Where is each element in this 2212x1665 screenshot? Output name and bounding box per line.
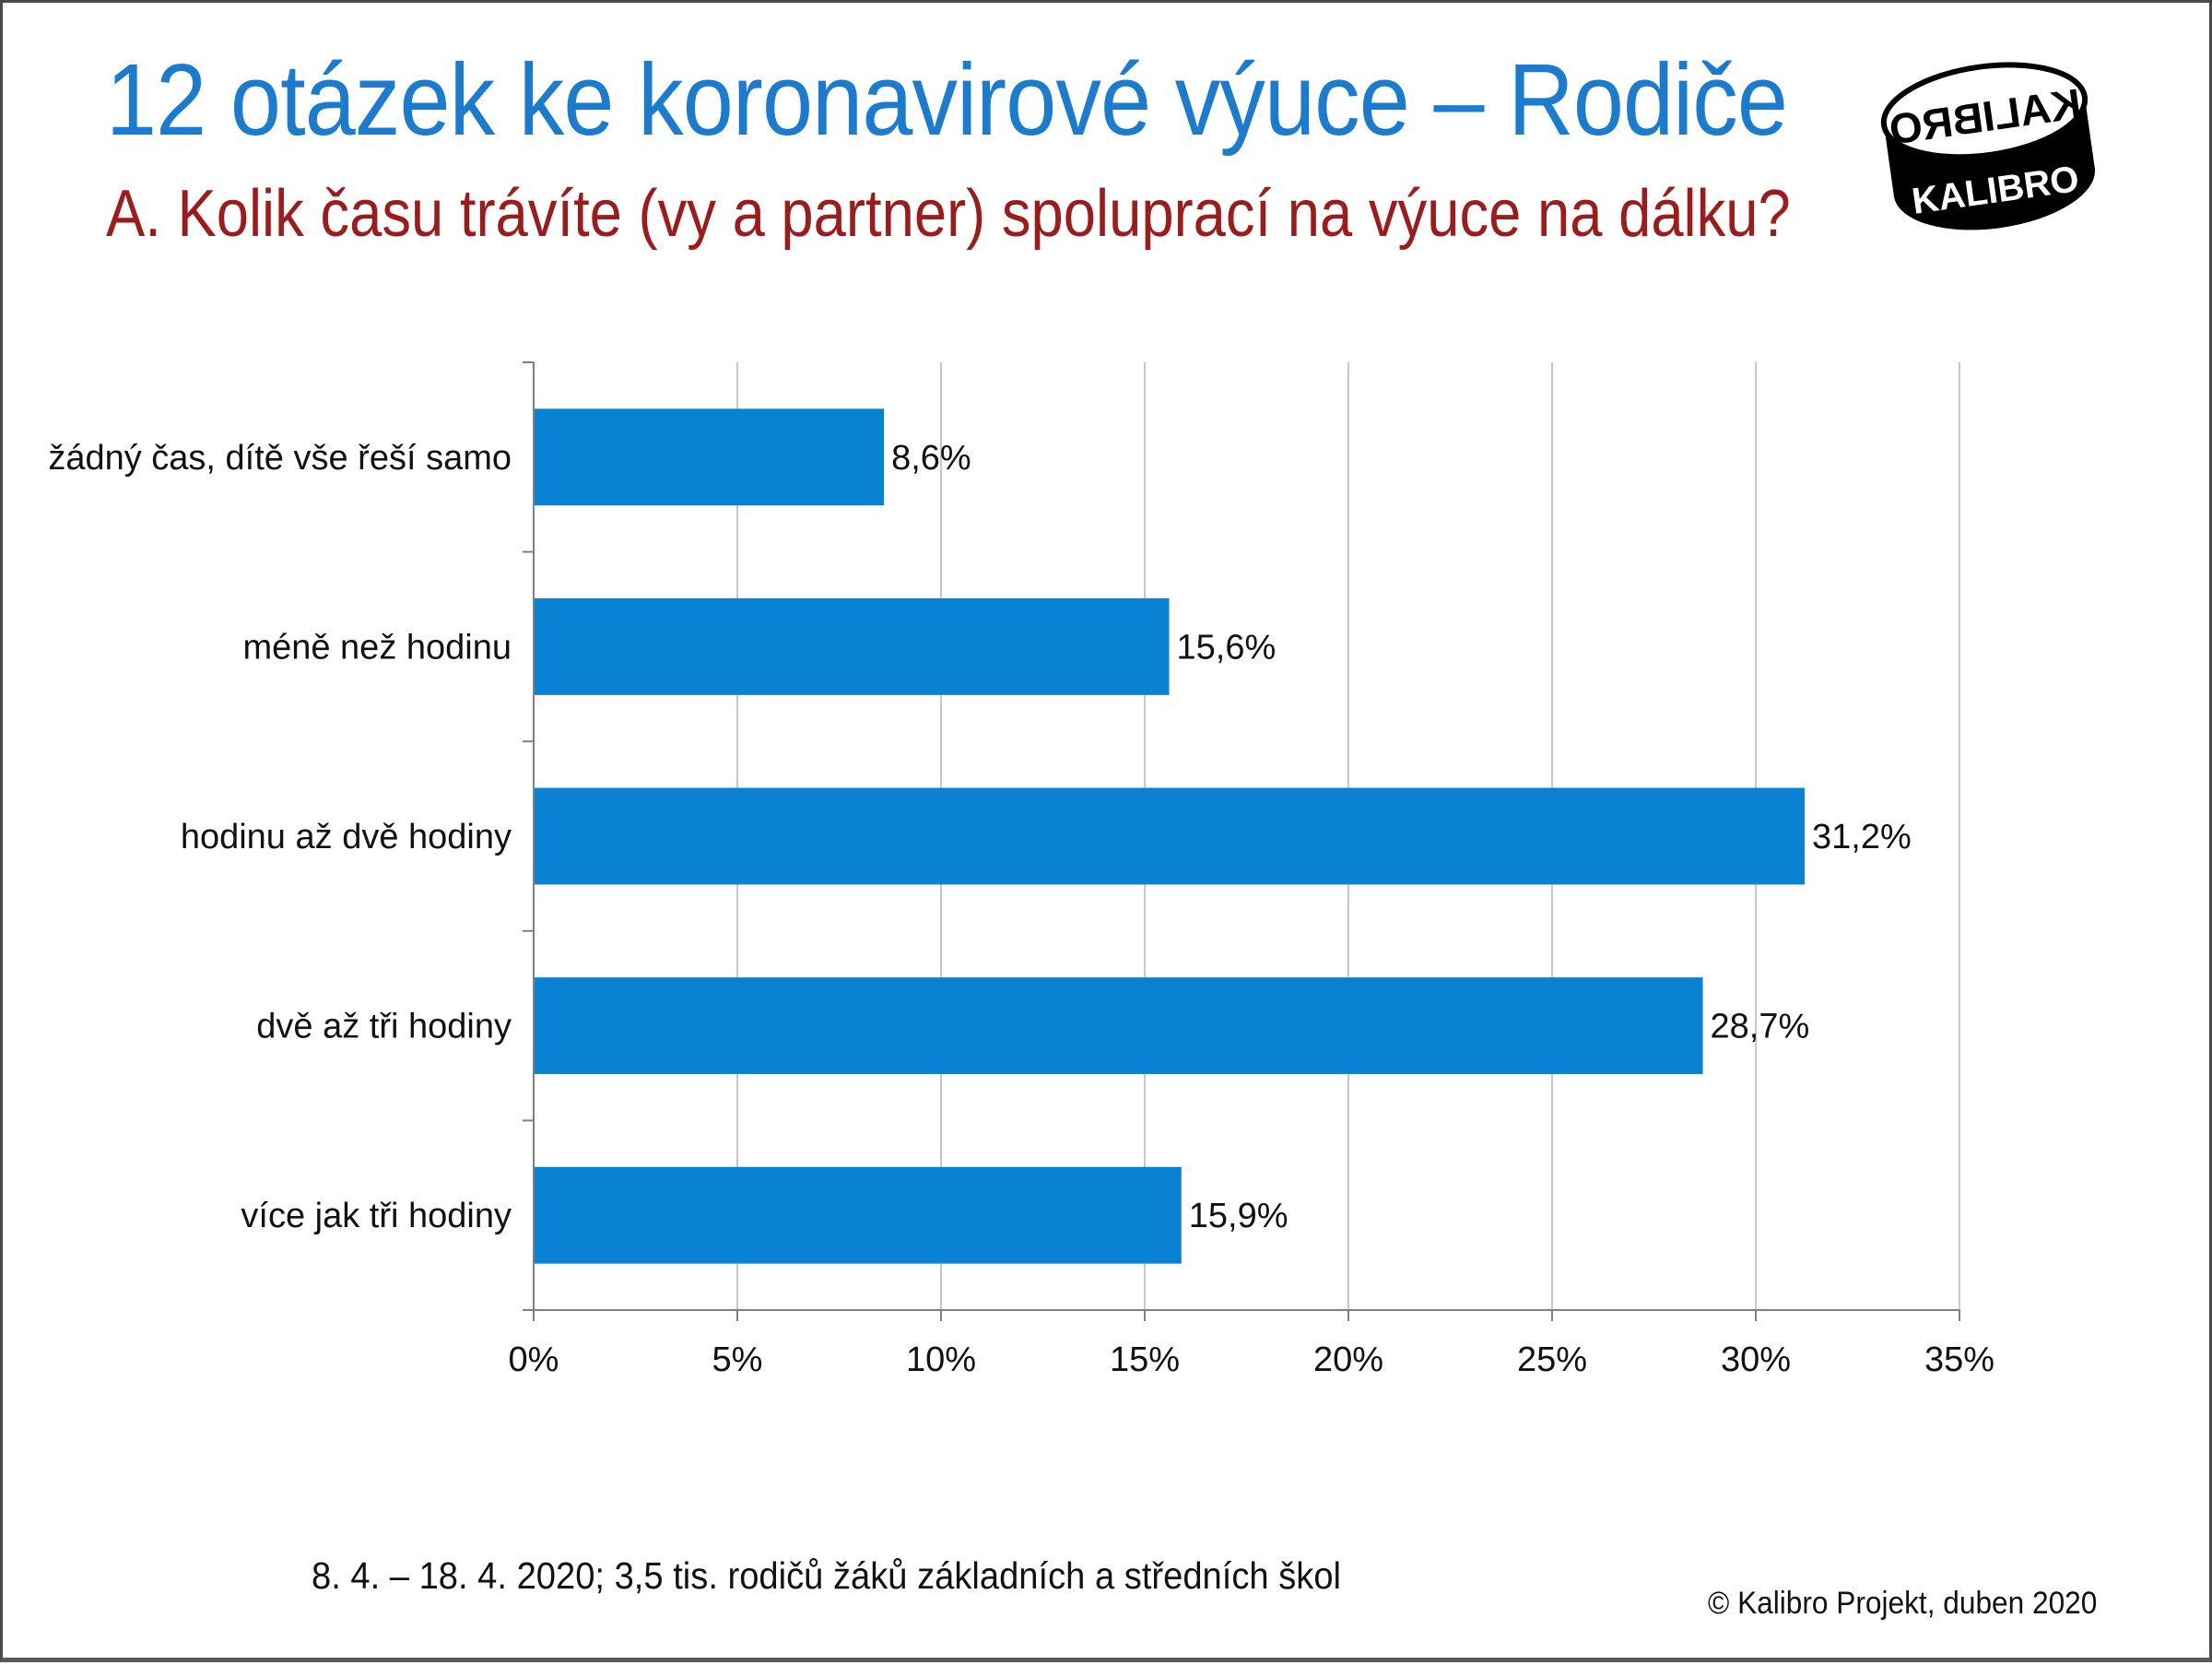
data-label: 8,6% bbox=[891, 439, 971, 478]
data-label: 15,6% bbox=[1177, 628, 1277, 667]
x-tick-label: 10% bbox=[906, 1340, 976, 1379]
copyright: © Kalibro Projekt, duben 2020 bbox=[1708, 1586, 2098, 1621]
labels: 0% 5% 10% 15% 20% 25% 30% 35% žádný čas, dítě vš… bbox=[48, 439, 1994, 1379]
x-tick-label: 15% bbox=[1110, 1340, 1180, 1379]
category-label: více jak tři hodiny bbox=[241, 1197, 512, 1235]
bar-chart: 0% 5% 10% 15% 20% 25% 30% 35% žádný čas, dítě vš… bbox=[48, 361, 1994, 1379]
data-label: 15,9% bbox=[1189, 1197, 1288, 1235]
category-label: hodinu až dvě hodiny bbox=[181, 818, 512, 856]
x-tick-label: 0% bbox=[509, 1340, 559, 1379]
x-tick-label: 20% bbox=[1313, 1340, 1383, 1379]
slide-title: 12 otázek ke koronavirové výuce – Rodiče bbox=[106, 43, 1788, 157]
bar bbox=[534, 977, 1703, 1075]
slide-subtitle: A. Kolik času trávíte (vy a partner) spo… bbox=[106, 177, 1791, 251]
x-tick-label: 5% bbox=[712, 1340, 763, 1379]
source-note: 8. 4. – 18. 4. 2020; 3,5 tis. rodičů žák… bbox=[312, 1554, 1342, 1597]
data-label: 28,7% bbox=[1711, 1008, 1810, 1046]
category-label: méně než hodinu bbox=[242, 628, 512, 667]
data-label: 31,2% bbox=[1812, 818, 1912, 856]
x-tick-label: 35% bbox=[1924, 1340, 1994, 1379]
x-tick-label: 25% bbox=[1517, 1340, 1587, 1379]
category-label: žádný čas, dítě vše řeší samo bbox=[48, 439, 512, 478]
bar bbox=[534, 597, 1170, 695]
bars bbox=[534, 408, 1806, 1264]
bar bbox=[534, 1166, 1182, 1264]
kalibro-logo: KALIBRO KALIBRO bbox=[1880, 62, 2095, 230]
x-tick-label: 30% bbox=[1721, 1340, 1791, 1379]
category-label: dvě až tři hodiny bbox=[256, 1008, 512, 1046]
bar bbox=[534, 787, 1806, 885]
bar bbox=[534, 408, 885, 506]
axes bbox=[523, 361, 1960, 1321]
